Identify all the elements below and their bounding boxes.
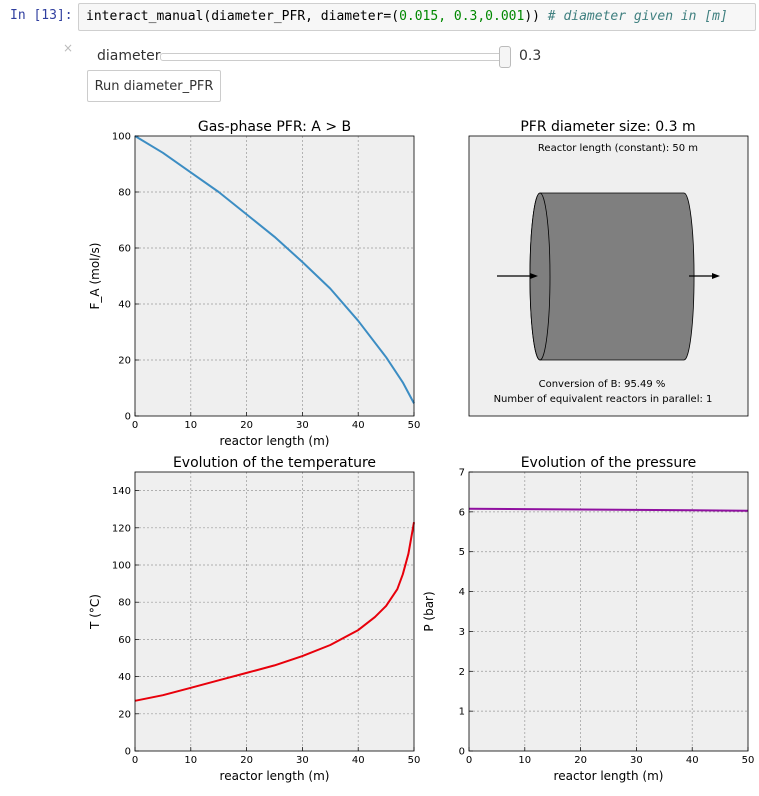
y-tick-label: 40 [118, 672, 131, 683]
series-line [468, 507, 749, 512]
x-tick-label: 40 [686, 755, 699, 766]
chart-title: Evolution of the temperature [173, 455, 376, 471]
y-tick-label: 2 [459, 667, 465, 678]
y-tick-label: 80 [118, 188, 131, 199]
x-tick-label: 0 [132, 420, 138, 431]
x-axis-label: reactor length (m) [220, 769, 330, 783]
y-axis-label: F_A (mol/s) [88, 243, 102, 310]
code-comment: # diameter given in [m] [547, 9, 728, 24]
slider-value: 0.3 [519, 48, 542, 64]
x-axis-label: reactor length (m) [554, 769, 664, 783]
y-axis-label: P (bar) [422, 591, 436, 631]
x-tick-label: 50 [408, 420, 421, 431]
x-tick-label: 20 [240, 755, 253, 766]
x-tick-label: 20 [574, 755, 587, 766]
plot-frame [468, 471, 749, 752]
code-args: 0.015, 0.3,0.001 [399, 9, 525, 24]
plot-frame [134, 135, 415, 417]
x-tick-label: 30 [296, 420, 309, 431]
outlet-arrow-icon [712, 273, 720, 279]
y-tick-label: 120 [112, 523, 131, 534]
code-call: interact_manual(diameter_PFR, diameter=( [86, 9, 400, 24]
y-tick-label: 100 [112, 132, 131, 143]
y-tick-label: 0 [125, 412, 131, 423]
slider-label: diameter [97, 48, 161, 64]
code-close: )) [524, 9, 548, 24]
conversion-text: Conversion of B: 95.49 % [539, 379, 666, 390]
x-tick-label: 0 [466, 755, 472, 766]
close-icon[interactable]: × [63, 41, 74, 55]
x-tick-label: 10 [184, 755, 197, 766]
chart-flow: 0 10 20 30 40 50 0 20 40 60 80 100 Gas-phase PFR: A … [88, 119, 420, 448]
y-tick-label: 20 [118, 709, 131, 720]
y-tick-label: 4 [459, 587, 465, 598]
chart-pressure: 0 10 20 30 40 50 0 1 2 3 4 5 6 7 Evolution of the pres… [422, 455, 754, 783]
x-tick-label: 40 [352, 420, 365, 431]
chart-title: Evolution of the pressure [521, 455, 697, 471]
y-tick-label: 100 [112, 561, 131, 572]
run-button[interactable]: Run diameter_PFR [87, 70, 221, 102]
x-tick-label: 20 [240, 420, 253, 431]
y-tick-label: 1 [459, 707, 465, 718]
plot-frame [134, 471, 415, 752]
y-tick-label: 60 [118, 635, 131, 646]
chart-temperature: 0 10 20 30 40 50 0 20 40 60 80 100 120 140 Evolution o… [88, 455, 420, 783]
x-tick-label: 50 [742, 755, 755, 766]
y-tick-label: 80 [118, 598, 131, 609]
plot-area [135, 472, 414, 751]
y-tick-label: 7 [459, 468, 465, 479]
chart-reactor-diagram: PFR diameter size: 0.3 m Reactor length … [468, 119, 749, 417]
plot-area [135, 136, 414, 416]
x-tick-label: 10 [184, 420, 197, 431]
inlet-arrow-icon [530, 273, 538, 279]
x-tick-label: 10 [518, 755, 531, 766]
y-tick-label: 140 [112, 486, 131, 497]
reactor-length-text: Reactor length (constant): 50 m [538, 143, 698, 154]
x-tick-label: 30 [296, 755, 309, 766]
diameter-slider-handle[interactable] [499, 46, 511, 68]
y-tick-label: 40 [118, 300, 131, 311]
code-line[interactable]: interact_manual(diameter_PFR, diameter=(… [86, 9, 728, 24]
x-axis-label: reactor length (m) [220, 434, 330, 448]
chart-title: Gas-phase PFR: A > B [198, 119, 351, 135]
reactor-body [529, 192, 695, 361]
y-tick-label: 0 [125, 747, 131, 758]
parallel-text: Number of equivalent reactors in paralle… [494, 394, 713, 405]
cell-prompt: In [13]: [10, 8, 73, 23]
diagram-title: PFR diameter size: 0.3 m [520, 119, 695, 135]
y-tick-label: 6 [459, 507, 465, 518]
x-tick-label: 0 [132, 755, 138, 766]
code-cell[interactable]: interact_manual(diameter_PFR, diameter=(… [78, 3, 756, 31]
y-tick-label: 20 [118, 356, 131, 367]
plot-area [469, 472, 748, 751]
y-tick-label: 60 [118, 244, 131, 255]
y-tick-label: 0 [459, 747, 465, 758]
x-tick-label: 50 [408, 755, 421, 766]
x-tick-label: 40 [352, 755, 365, 766]
y-axis-label: T (°C) [88, 594, 102, 630]
x-tick-label: 30 [630, 755, 643, 766]
y-tick-label: 3 [459, 627, 465, 638]
series-line [134, 522, 415, 702]
series-line [134, 135, 415, 404]
y-tick-label: 5 [459, 547, 465, 558]
